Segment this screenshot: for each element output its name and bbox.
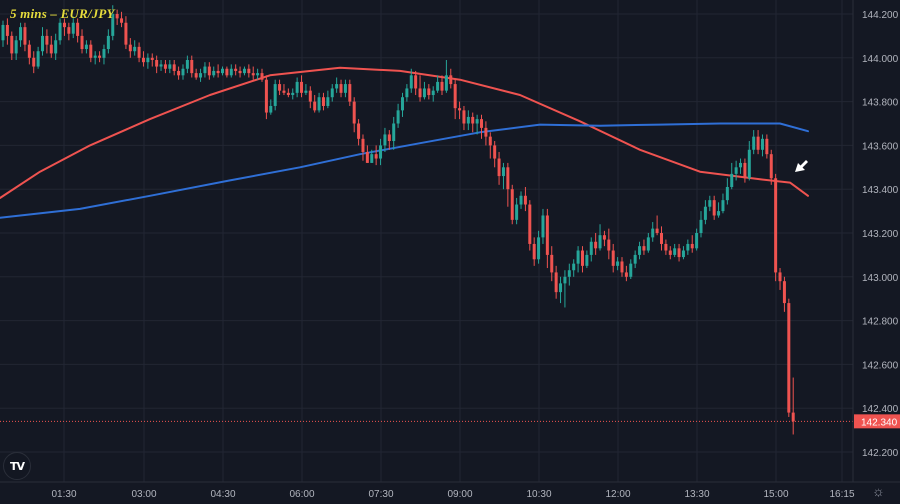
price-tick-label: 143.600: [862, 141, 899, 152]
time-tick-label: 03:00: [131, 489, 156, 500]
price-tick-label: 142.400: [862, 404, 899, 415]
time-tick-label: 16:15: [829, 489, 854, 500]
price-axis[interactable]: 144.200 144.000 143.800 143.600 143.400 143.2…: [862, 10, 899, 459]
price-tick-label: 143.400: [862, 185, 899, 196]
tradingview-logo-icon[interactable]: TV: [3, 452, 31, 480]
time-tick-label: 13:30: [684, 489, 709, 500]
time-tick-label: 10:30: [526, 489, 551, 500]
annotation-arrow: [795, 160, 808, 172]
moving-averages: [0, 66, 809, 219]
last-price-line: 142.340: [0, 414, 900, 429]
last-price-badge: [854, 414, 900, 429]
time-tick-label: 07:30: [368, 489, 393, 500]
price-tick-label: 143.000: [862, 273, 899, 284]
time-tick-label: 09:00: [447, 489, 472, 500]
price-tick-label: 144.000: [862, 54, 899, 65]
time-tick-label: 06:00: [289, 489, 314, 500]
time-tick-label: 12:00: [605, 489, 630, 500]
price-tick-label: 144.200: [862, 10, 899, 21]
time-axis[interactable]: 01:30 03:00 04:30 06:00 07:30 09:00 10:30 12:00…: [51, 489, 854, 500]
last-price-label: 142.340: [861, 417, 898, 428]
price-tick-label: 142.800: [862, 317, 899, 328]
price-tick-label: 142.200: [862, 448, 899, 459]
price-tick-label: 143.200: [862, 229, 899, 240]
grid-lines: [0, 0, 853, 482]
candlestick-series: [1, 5, 795, 435]
price-tick-label: 143.800: [862, 98, 899, 109]
chart-title: 5 mins – EUR/JPY: [10, 6, 115, 21]
time-tick-label: 01:30: [51, 489, 76, 500]
time-tick-label: 15:00: [763, 489, 788, 500]
time-tick-label: 04:30: [210, 489, 235, 500]
settings-gear-icon[interactable]: ☼: [872, 483, 885, 499]
price-tick-label: 142.600: [862, 360, 899, 371]
